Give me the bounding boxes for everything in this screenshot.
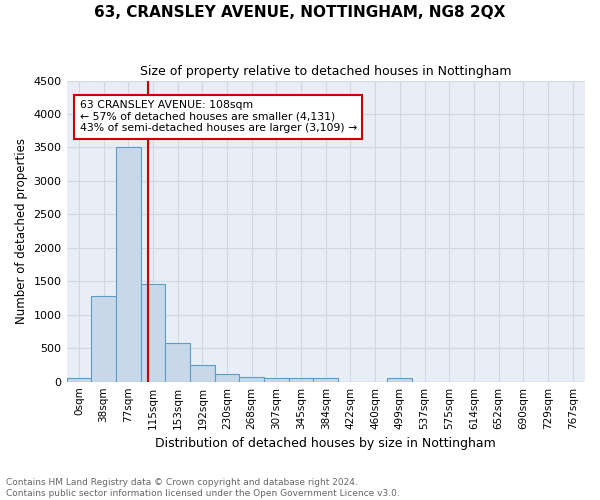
X-axis label: Distribution of detached houses by size in Nottingham: Distribution of detached houses by size …: [155, 437, 496, 450]
Bar: [264, 378, 289, 382]
Bar: [190, 365, 215, 382]
Bar: [165, 343, 190, 382]
Text: Contains HM Land Registry data © Crown copyright and database right 2024.
Contai: Contains HM Land Registry data © Crown c…: [6, 478, 400, 498]
Text: 63, CRANSLEY AVENUE, NOTTINGHAM, NG8 2QX: 63, CRANSLEY AVENUE, NOTTINGHAM, NG8 2QX: [94, 5, 506, 20]
Text: 63 CRANSLEY AVENUE: 108sqm
← 57% of detached houses are smaller (4,131)
43% of s: 63 CRANSLEY AVENUE: 108sqm ← 57% of deta…: [80, 100, 357, 134]
Title: Size of property relative to detached houses in Nottingham: Size of property relative to detached ho…: [140, 65, 512, 78]
Bar: [388, 378, 412, 382]
Bar: [116, 148, 140, 382]
Bar: [313, 378, 338, 382]
Bar: [91, 296, 116, 382]
Bar: [239, 376, 264, 382]
Bar: [67, 378, 91, 382]
Y-axis label: Number of detached properties: Number of detached properties: [15, 138, 28, 324]
Bar: [215, 374, 239, 382]
Bar: [140, 284, 165, 382]
Bar: [289, 378, 313, 382]
